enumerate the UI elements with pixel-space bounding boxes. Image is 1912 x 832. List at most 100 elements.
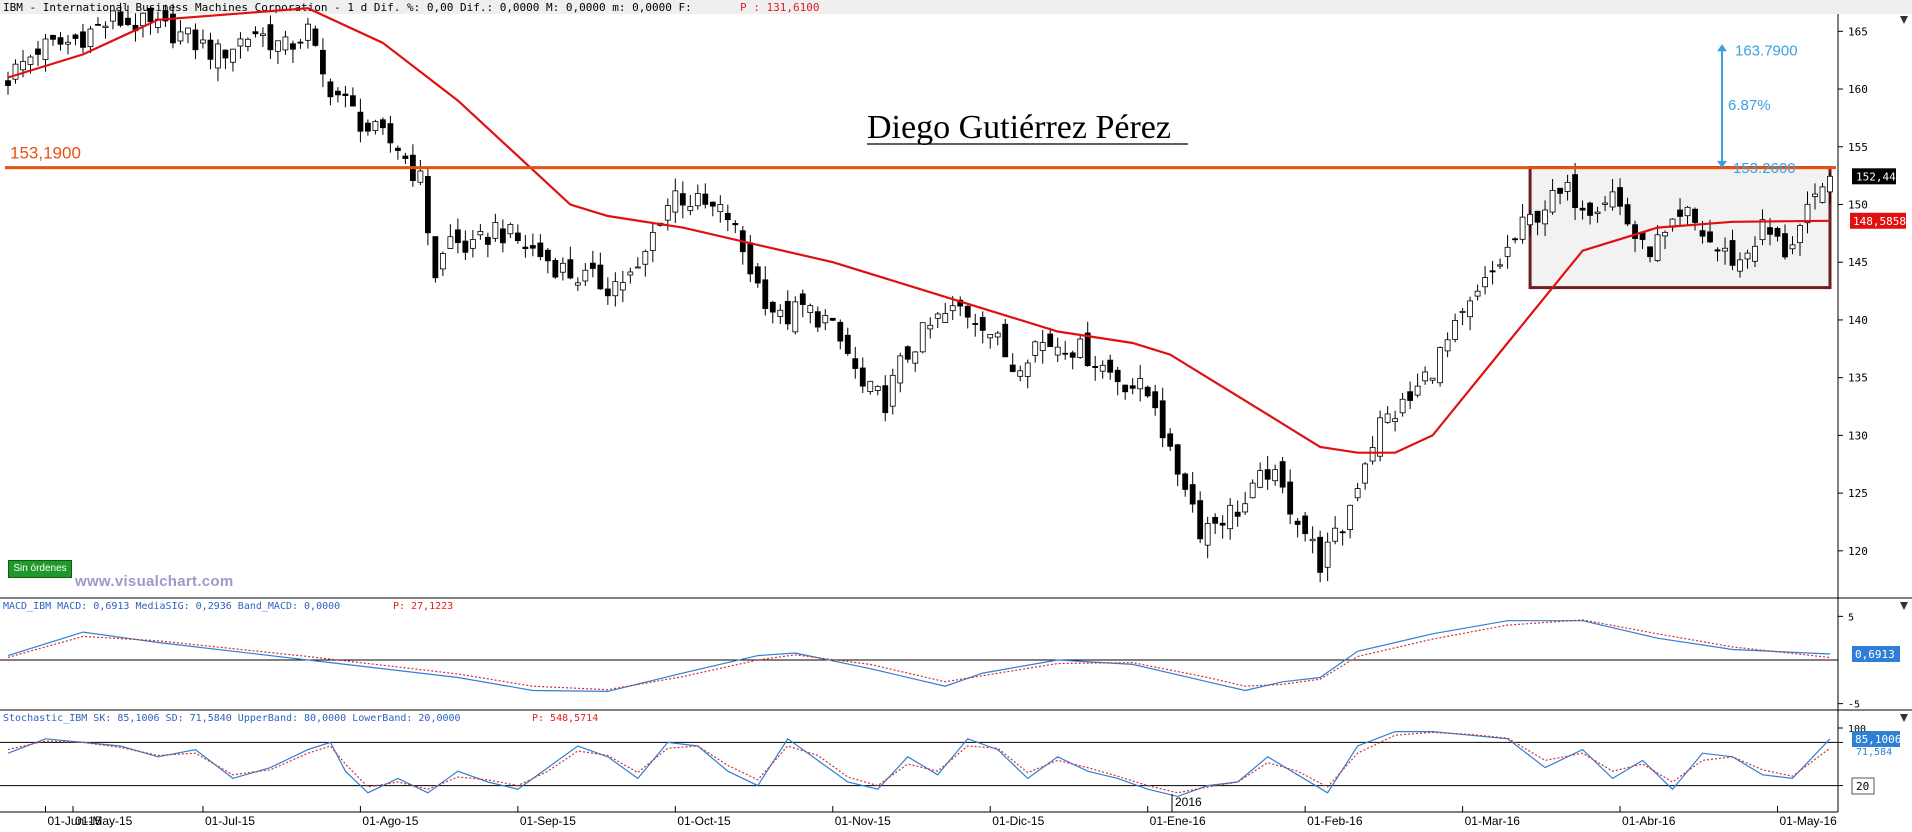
candle-body	[12, 63, 19, 80]
candle-body	[769, 301, 776, 313]
header-title: IBM - International Business Machines Co…	[3, 1, 692, 14]
candle-body	[604, 288, 611, 297]
candle-body	[1219, 522, 1226, 526]
candle-body	[807, 305, 814, 313]
target-arrow[interactable]: 163.7900 6.87% 153.2600	[1717, 42, 1798, 177]
candle-body	[1444, 339, 1451, 352]
candle-body	[222, 49, 229, 59]
candle-body	[709, 201, 716, 207]
macd-layer	[0, 619, 1838, 693]
candle-body	[1182, 473, 1189, 490]
candle-body	[1609, 191, 1616, 208]
candle-body	[1564, 182, 1571, 192]
candle-body	[792, 301, 799, 333]
candle-body	[80, 31, 86, 48]
candle-body	[1107, 359, 1114, 373]
candle-body	[177, 31, 184, 42]
candle-body	[1062, 352, 1069, 355]
candle-body	[627, 271, 634, 276]
candle-body	[897, 355, 904, 384]
candle-body	[1137, 378, 1144, 390]
candle-body	[140, 12, 146, 27]
candle-body	[1512, 238, 1518, 241]
candle-body	[1572, 174, 1578, 209]
candle-body	[1122, 384, 1129, 393]
candle-body	[1489, 270, 1496, 273]
candle-body	[42, 38, 49, 60]
macd-tick-label: -5	[1848, 700, 1860, 711]
candle-body	[852, 358, 859, 369]
candle-body	[1294, 520, 1301, 525]
orders-badge[interactable]: Sin órdenes	[8, 560, 72, 578]
moving-average-layer	[7, 7, 1831, 454]
candle-body	[469, 239, 476, 249]
macd-axis-scroll-icon[interactable]	[1900, 602, 1908, 610]
candle-body	[1204, 523, 1211, 546]
last-price-box: 152,44	[1852, 168, 1896, 185]
candle-body	[1302, 515, 1309, 535]
candle-body	[1227, 504, 1234, 530]
author-title: Diego Gutiérrez Pérez	[867, 109, 1171, 146]
candle-body	[260, 33, 266, 36]
price-tick-label: 120	[1848, 545, 1868, 558]
target-arrow-head-bottom	[1717, 160, 1727, 168]
candle-body	[1789, 244, 1796, 250]
candle-body	[1159, 400, 1166, 439]
candle-body	[125, 17, 131, 26]
candle-body	[1699, 230, 1706, 237]
candle-body	[1167, 433, 1174, 447]
candle-body	[567, 259, 574, 279]
header-price: P : 131,6100	[740, 1, 819, 14]
x-tick-label: 01-Mar-16	[1465, 814, 1521, 828]
candle-body	[1279, 461, 1286, 488]
candle-body	[994, 332, 1001, 338]
candle-body	[1257, 470, 1264, 488]
candle-body	[1617, 187, 1623, 207]
candle-body	[1639, 232, 1646, 240]
candle-body	[162, 10, 169, 22]
candle-body	[987, 334, 994, 339]
candle-body	[1827, 175, 1833, 193]
price-axis-scroll-icon[interactable]	[1900, 16, 1908, 24]
x-tick-label: 01-Dic-15	[992, 814, 1044, 828]
candle-body	[777, 309, 784, 317]
candle-body	[679, 193, 686, 206]
candle-body	[192, 29, 199, 51]
candle-body	[50, 34, 56, 40]
stoch-axis-scroll-icon[interactable]	[1900, 714, 1908, 722]
candle-body	[1197, 500, 1204, 540]
candle-body	[1317, 536, 1324, 573]
candle-body	[200, 39, 206, 44]
x-tick-label: 01-May-16	[1780, 814, 1838, 828]
candle-body	[477, 230, 484, 236]
candle-body	[1002, 323, 1009, 358]
candle-body	[912, 351, 919, 364]
candle-body	[185, 27, 191, 35]
header-bar	[0, 0, 1912, 14]
candle-body	[514, 232, 521, 242]
candle-body	[1632, 224, 1638, 239]
candle-body	[859, 367, 866, 387]
grid-layer: 120 125 130 135 140 145 150 155 160 165 5 -5 100 01-M…	[44, 25, 1868, 828]
candle-body	[717, 204, 724, 213]
x-tick-label: 01-Sep-15	[520, 814, 576, 828]
candle-body	[1392, 418, 1399, 423]
candle-body	[72, 34, 79, 39]
candle-body	[1737, 259, 1743, 272]
candle-body	[964, 305, 971, 318]
candle-body	[439, 253, 446, 270]
candle-body	[889, 374, 896, 407]
candle-body	[252, 31, 259, 35]
candle-body	[454, 229, 461, 244]
candle-body	[1092, 366, 1099, 368]
candle-body	[245, 38, 251, 47]
candle-body	[1504, 246, 1511, 257]
candle-body	[1332, 527, 1339, 542]
candle-body	[282, 36, 289, 51]
candle-body	[1542, 209, 1548, 225]
candle-body	[312, 28, 319, 46]
candle-body	[724, 212, 731, 221]
candle-body	[942, 313, 949, 323]
price-tick-label: 155	[1848, 141, 1868, 154]
candle-body	[1714, 249, 1721, 252]
